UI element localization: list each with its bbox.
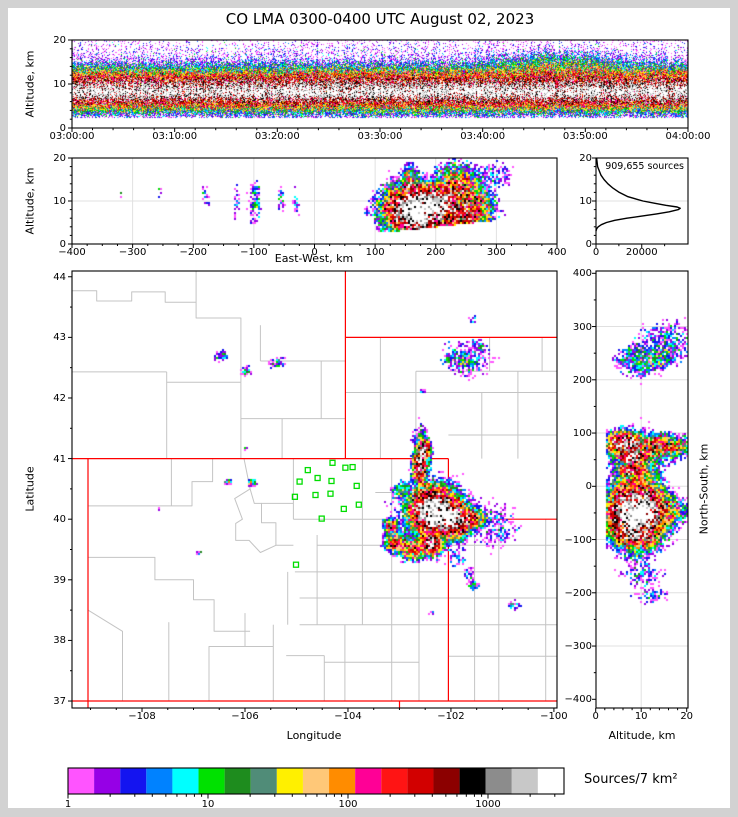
tick-label: −102 [437,711,465,722]
tick-label: −400 [564,694,592,706]
tick-label: 20 [53,35,66,46]
tick-label: 0 [59,123,66,134]
tick-label: 37 [53,696,66,708]
tick-label: 10 [579,196,592,207]
tick-label: 03:20:00 [254,131,300,142]
tick-label: 03:10:00 [152,131,198,142]
tick-label: 400 [572,268,592,280]
total-sources-annotation: 909,655 sources [605,161,684,172]
tick-label: −300 [118,247,147,258]
map-xlabel: Longitude [286,729,342,742]
tick-label: −100 [564,534,592,546]
tick-label: 100 [572,428,592,440]
page-title: CO LMA 0300-0400 UTC August 02, 2023 [225,10,535,28]
tick-label: 0 [585,239,592,250]
tick-label: −100 [540,711,568,722]
top-panel-ylabel: Altitude, km [23,50,37,118]
tick-label: 44 [53,271,66,283]
ns-panel-ylabel: North-South, km [697,443,711,535]
tick-label: 100 [338,799,358,810]
tick-label: 10 [634,711,648,722]
tick-label: −200 [564,587,592,599]
tick-label: 1000 [475,799,501,810]
tick-label: 20 [579,153,592,164]
tick-label: −100 [240,247,268,258]
tick-label: 03:00:00 [49,131,95,142]
tick-label: 03:50:00 [562,131,608,142]
tick-label: −106 [231,711,259,722]
tick-label: 400 [547,247,567,258]
map-ylabel: Latitude [23,466,37,512]
tick-label: 10 [53,79,66,90]
east-west-heatmap [72,158,557,244]
tick-label: −300 [564,641,592,653]
tick-label: 100 [365,247,385,258]
tick-label: 20 [680,711,694,722]
north-south-heatmap [596,271,688,708]
ns-panel-xlabel: Altitude, km [608,729,676,742]
tick-label: 20000 [625,247,658,258]
tick-label: 10 [201,799,215,810]
tick-label: 1 [64,799,72,810]
tick-label: −200 [179,247,207,258]
tick-label: 300 [572,321,592,333]
tick-label: 200 [426,247,446,258]
tick-label: −108 [128,711,156,722]
tick-label: 40 [53,514,66,526]
tick-label: 03:30:00 [357,131,403,142]
tick-label: −104 [334,711,362,722]
time-height-heatmap [72,40,688,128]
plan-view-heatmap [72,271,557,708]
tick-label: 04:00:00 [665,131,711,142]
tick-label: 38 [53,635,66,647]
ew-panel-ylabel: Altitude, km [23,167,37,235]
tick-label: 10 [53,196,66,207]
tick-label: 41 [53,453,66,465]
tick-label: 0 [592,247,600,258]
tick-label: 200 [572,374,592,386]
colorbar-label: Sources/7 km² [584,772,678,787]
tick-label: 300 [486,247,506,258]
ew-panel-xlabel: East-West, km [274,252,354,265]
tick-label: 0 [59,239,66,250]
tick-label: 42 [53,392,66,404]
tick-label: 39 [53,574,66,586]
tick-label: 0 [585,481,592,493]
tick-label: 43 [53,332,66,344]
tick-label: 03:40:00 [460,131,506,142]
tick-label: 20 [53,153,66,164]
tick-label: 0 [311,247,318,258]
tick-label: 0 [592,711,599,722]
tick-label: −400 [58,247,86,258]
